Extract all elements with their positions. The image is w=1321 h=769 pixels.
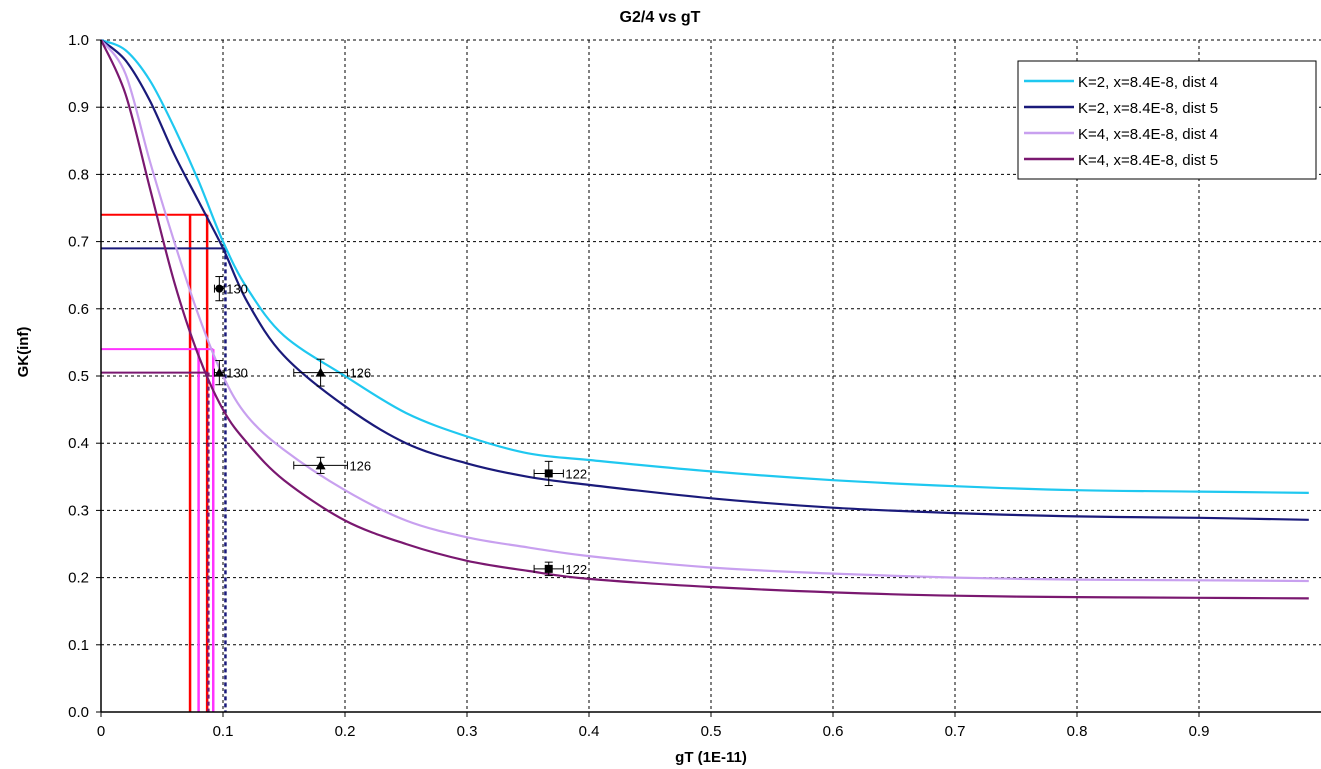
data-point-marker: [315, 460, 326, 470]
y-tick-label: 0.8: [68, 166, 89, 183]
x-axis-title: gT (1E-11): [675, 749, 747, 766]
legend-label: K=2, x=8.4E-8, dist 4: [1078, 74, 1218, 91]
axes: [96, 39, 1321, 717]
x-tick-label: 0.9: [1189, 723, 1210, 740]
data-point-marker: [544, 469, 553, 478]
legend-label: K=2, x=8.4E-8, dist 5: [1078, 100, 1218, 117]
y-tick-label: 0.3: [68, 502, 89, 519]
y-tick-label: 0.7: [68, 234, 89, 251]
legend-label: K=4, x=8.4E-8, dist 4: [1078, 126, 1218, 143]
data-point-label: 126: [349, 458, 371, 473]
x-tick-label: 0.2: [335, 723, 356, 740]
data-point-marker: [214, 367, 225, 377]
series-line: [100, 39, 1309, 583]
x-tick-label: 0.6: [823, 723, 844, 740]
chart-title: G2/4 vs gT: [620, 9, 701, 26]
y-tick-label: 0.0: [68, 704, 89, 721]
data-point-label: 130: [226, 282, 248, 297]
reference-lines: [101, 213, 227, 712]
legend: K=2, x=8.4E-8, dist 4 K=2, x=8.4E-8, dist…: [1017, 60, 1317, 180]
x-tick-label: 0.8: [1067, 723, 1088, 740]
y-tick-label: 0.5: [68, 368, 89, 385]
data-point-label: 122: [565, 466, 587, 481]
x-tick-label: 0.1: [213, 723, 234, 740]
x-tick-label: 0.3: [457, 723, 478, 740]
data-point-marker: [315, 367, 326, 377]
y-tick-label: 0.4: [68, 435, 89, 452]
series-lines: [99, 38, 1309, 600]
y-axis-title: GK(inf): [15, 327, 32, 378]
data-point-marker: [215, 284, 224, 293]
x-tick-label: 0.4: [579, 723, 600, 740]
data-point-label: 130: [226, 366, 248, 381]
tick-labels: 0.0 0.1 0.2 0.3 0.4 0.5 0.6 0.7 0.8 0.9 1.0 0 0.1 0.2…: [68, 32, 1209, 740]
x-tick-label: 0: [97, 723, 105, 740]
series-line: [100, 39, 1309, 521]
y-tick-label: 0.1: [68, 637, 89, 654]
x-tick-label: 0.7: [945, 723, 966, 740]
y-tick-label: 0.2: [68, 570, 89, 587]
y-tick-label: 0.9: [68, 99, 89, 116]
y-tick-label: 1.0: [68, 32, 89, 49]
series-line: [100, 38, 1309, 494]
y-tick-label: 0.6: [68, 301, 89, 318]
data-point-label: 126: [349, 366, 371, 381]
series-line: [99, 39, 1309, 600]
data-points: 130 130 126 126 122 122: [213, 276, 587, 577]
data-point-marker: [544, 564, 553, 573]
data-point-label: 122: [565, 562, 587, 577]
x-tick-label: 0.5: [701, 723, 722, 740]
legend-label: K=4, x=8.4E-8, dist 5: [1078, 152, 1218, 169]
